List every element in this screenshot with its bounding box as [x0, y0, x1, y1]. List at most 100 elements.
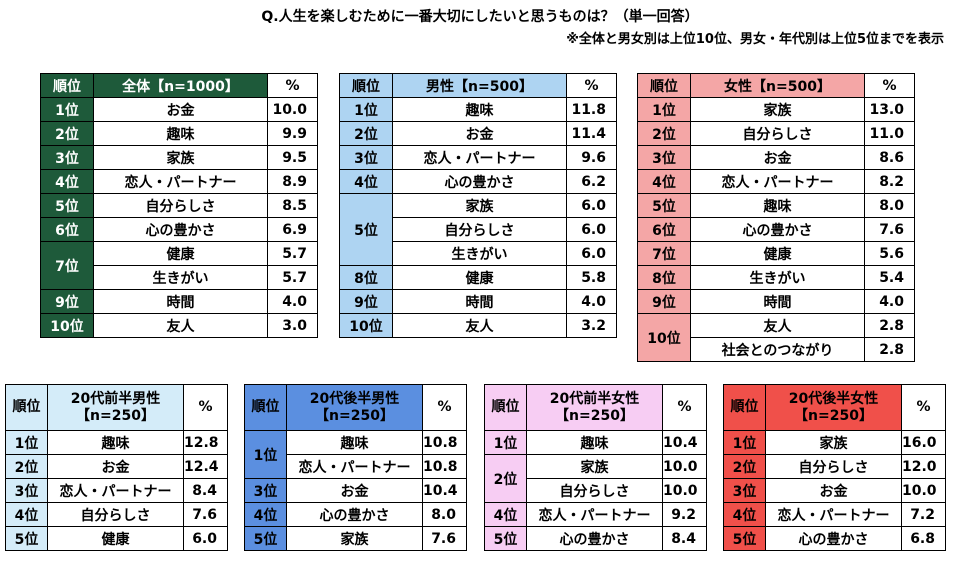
- item-cell: 自分らしさ: [392, 217, 567, 242]
- item-cell: 恋人・パートナー: [392, 145, 567, 170]
- group-header-title: 20代前半男性: [70, 390, 161, 407]
- value-cell: 8.2: [864, 169, 915, 194]
- table-row: 7位 健康 5.6: [637, 241, 915, 266]
- value-cell: 6.0: [566, 193, 617, 218]
- item-cell: 心の豊かさ: [765, 526, 902, 551]
- value-cell: 10.4: [662, 430, 707, 455]
- group-header-female-late-20s: 20代後半女性 【n=250】: [765, 384, 902, 431]
- group-header-sample: 【n=250】: [555, 407, 634, 424]
- table-row: 4位 心の豊かさ 6.2: [339, 169, 617, 194]
- item-cell: 恋人・パートナー: [526, 502, 663, 527]
- value-cell: 8.4: [662, 526, 707, 551]
- table-row: 5位 趣味 8.0: [637, 193, 915, 218]
- group-header-all: 全体【n=1000】: [93, 73, 268, 98]
- group-header-title: 20代後半男性: [309, 390, 400, 407]
- value-cell: 6.2: [566, 169, 617, 194]
- item-cell: 自分らしさ: [526, 478, 663, 503]
- table-row: 4位 恋人・パートナー 8.9: [40, 169, 318, 194]
- item-cell: 趣味: [47, 430, 184, 455]
- table-row: 2位 趣味 9.9: [40, 121, 318, 146]
- rank-cell: 8位: [637, 265, 691, 290]
- rank-header: 順位: [339, 73, 393, 98]
- item-cell: お金: [47, 454, 184, 479]
- table-row: 2位 自分らしさ 12.0: [723, 454, 946, 479]
- table-row: 2位 お金 11.4: [339, 121, 617, 146]
- table-row: 5位 家族 6.0: [339, 193, 617, 266]
- value-cell: 12.4: [183, 454, 228, 479]
- table-row: 6位 心の豊かさ 7.6: [637, 217, 915, 242]
- item-cell: 家族: [526, 454, 663, 479]
- value-cell: 2.8: [864, 337, 915, 362]
- item-cell: 健康: [392, 265, 567, 290]
- value-cell: 8.0: [864, 193, 915, 218]
- value-cell: 9.2: [662, 502, 707, 527]
- value-cell: 10.8: [422, 454, 467, 479]
- table-header-row: 順位 20代後半女性 【n=250】 %: [723, 384, 946, 431]
- item-cell: 家族: [93, 145, 268, 170]
- value-cell: 4.0: [864, 289, 915, 314]
- group-header-male-early-20s: 20代前半男性 【n=250】: [47, 384, 184, 431]
- table-row: 1位 趣味 10.8: [244, 430, 467, 479]
- item-cell: 時間: [392, 289, 567, 314]
- item-cell: お金: [93, 97, 268, 122]
- value-cell: 10.8: [422, 430, 467, 455]
- table-row: 4位 恋人・パートナー 7.2: [723, 502, 946, 527]
- item-cell: 時間: [690, 289, 865, 314]
- item-cell: 自分らしさ: [93, 193, 268, 218]
- rank-cell: 5位: [484, 526, 527, 551]
- table-row: 7位 健康 5.7: [40, 241, 318, 290]
- rank-header: 順位: [723, 384, 766, 431]
- table-row: 6位 心の豊かさ 6.9: [40, 217, 318, 242]
- item-cell: 趣味: [690, 193, 865, 218]
- table-male: 順位 男性【n=500】 % 1位 趣味 11.8 2位 お金 11.4 3位 恋人・パー…: [339, 73, 617, 338]
- rank-cell: 4位: [723, 502, 766, 527]
- rank-cell: 5位: [637, 193, 691, 218]
- rank-header: 順位: [244, 384, 287, 431]
- rank-cell: 4位: [339, 169, 393, 194]
- page-title: Q.人生を楽しむために一番大切にしたいと思うものは？（単一回答）: [261, 9, 699, 25]
- item-cell: お金: [286, 478, 423, 503]
- table-row: 10位 友人 3.0: [40, 313, 318, 338]
- item-cell: 趣味: [286, 430, 423, 455]
- item-cell: 家族: [392, 193, 567, 218]
- table-row: 10位 友人 2.8: [637, 313, 915, 362]
- item-cell: 恋人・パートナー: [93, 169, 268, 194]
- rank-cell: 1位: [5, 430, 48, 455]
- rank-cell: 5位: [723, 526, 766, 551]
- rank-cell: 4位: [484, 502, 527, 527]
- table-row: 9位 時間 4.0: [40, 289, 318, 314]
- rank-cell: 6位: [40, 217, 94, 242]
- item-cell: 家族: [286, 526, 423, 551]
- table-row: 恋人・パートナー 10.8: [245, 454, 467, 479]
- rank-cell: 3位: [244, 478, 287, 503]
- item-cell: 生きがい: [93, 265, 268, 290]
- item-cell: 家族: [690, 97, 865, 122]
- table-male-late-20s: 順位 20代後半男性 【n=250】 % 1位 趣味 10.8 恋人・パートナー 10.…: [244, 384, 467, 551]
- table-row: 5位 自分らしさ 8.5: [40, 193, 318, 218]
- group-header-title: 20代後半女性: [788, 390, 879, 407]
- value-cell: 12.8: [183, 430, 228, 455]
- rank-cell: 2位: [339, 121, 393, 146]
- table-row: 9位 時間 4.0: [637, 289, 915, 314]
- item-cell: 恋人・パートナー: [690, 169, 865, 194]
- rank-cell: 9位: [339, 289, 393, 314]
- rank-cell: 8位: [339, 265, 393, 290]
- group-header-title: 20代前半女性: [549, 390, 640, 407]
- table-row: 自分らしさ 10.0: [485, 478, 707, 503]
- value-cell: 5.8: [566, 265, 617, 290]
- rank-cell: 4位: [637, 169, 691, 194]
- item-cell: 生きがい: [392, 241, 567, 266]
- item-cell: 自分らしさ: [47, 502, 184, 527]
- group-header-male-late-20s: 20代後半男性 【n=250】: [286, 384, 423, 431]
- item-cell: 健康: [690, 241, 865, 266]
- value-cell: 8.9: [267, 169, 318, 194]
- rank-cell: 2位: [40, 121, 94, 146]
- rank-cell: 7位: [637, 241, 691, 266]
- table-row: 2位 お金 12.4: [5, 454, 228, 479]
- table-row: 1位 お金 10.0: [40, 97, 318, 122]
- table-male-early-20s: 順位 20代前半男性 【n=250】 % 1位 趣味 12.8 2位 お金 12.4 3位…: [5, 384, 228, 551]
- table-row: 4位 恋人・パートナー 9.2: [484, 502, 707, 527]
- percent-header: %: [864, 73, 915, 98]
- value-cell: 8.0: [422, 502, 467, 527]
- value-cell: 6.0: [183, 526, 228, 551]
